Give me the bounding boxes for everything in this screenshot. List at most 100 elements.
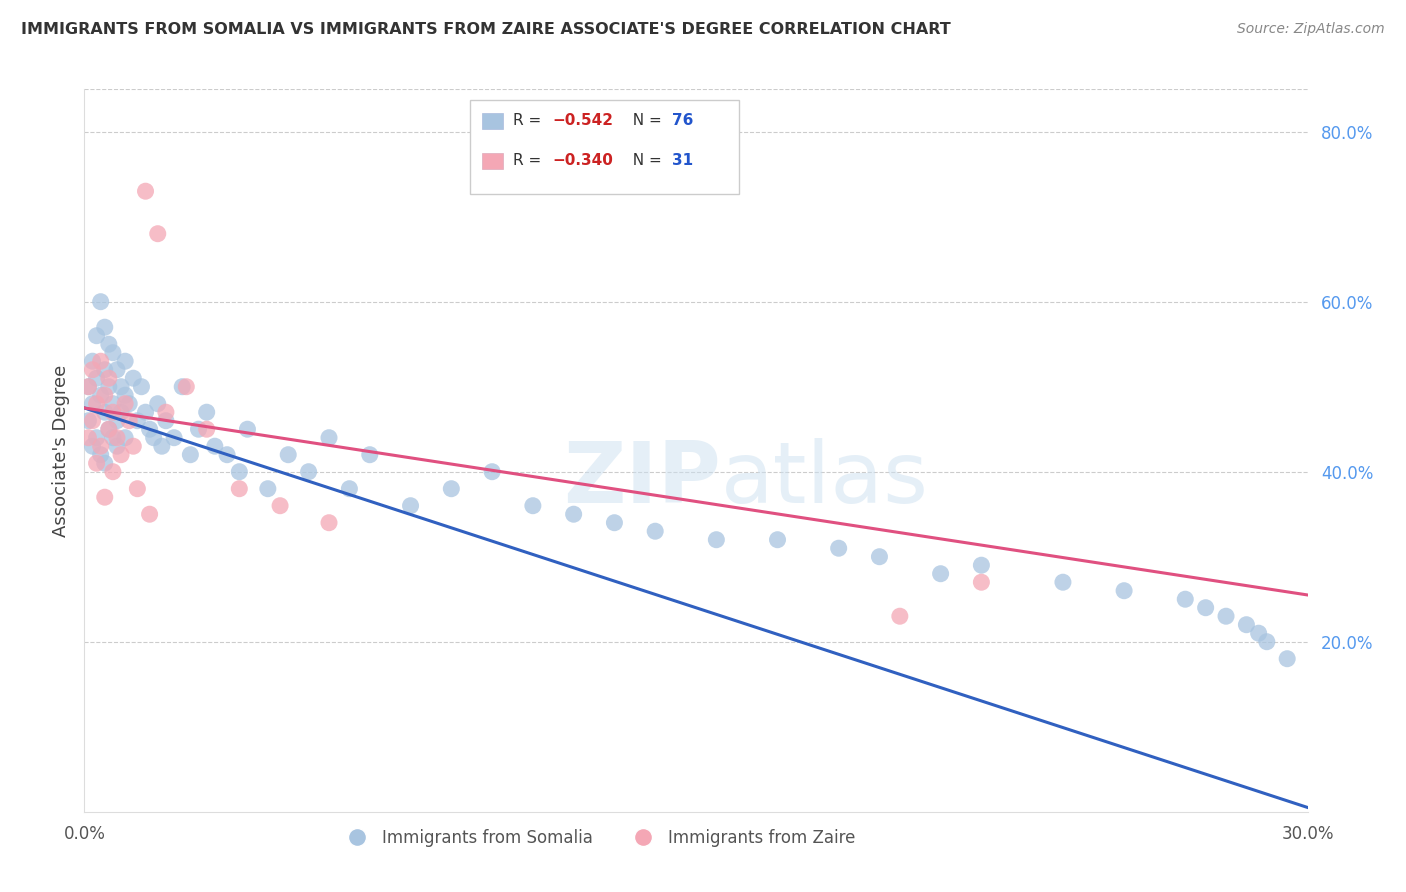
Point bbox=[970, 575, 993, 590]
Text: N =: N = bbox=[623, 153, 666, 169]
Point bbox=[77, 380, 100, 394]
Point bbox=[110, 380, 132, 394]
Point bbox=[277, 448, 299, 462]
Point bbox=[93, 362, 115, 376]
Point bbox=[127, 482, 149, 496]
Point bbox=[155, 414, 177, 428]
Point bbox=[1052, 575, 1074, 590]
Point bbox=[93, 490, 115, 504]
Point bbox=[105, 414, 128, 428]
Point bbox=[97, 371, 120, 385]
Point bbox=[97, 422, 120, 436]
Point bbox=[118, 414, 141, 428]
Y-axis label: Associate's Degree: Associate's Degree bbox=[52, 364, 70, 537]
Point bbox=[766, 533, 789, 547]
Point bbox=[318, 516, 340, 530]
Point bbox=[138, 422, 160, 436]
Point bbox=[114, 388, 136, 402]
Point bbox=[1236, 617, 1258, 632]
Point bbox=[138, 507, 160, 521]
Point bbox=[929, 566, 952, 581]
Point bbox=[1256, 634, 1278, 648]
Point bbox=[257, 482, 280, 496]
Point bbox=[228, 465, 250, 479]
Point bbox=[122, 439, 145, 453]
Point bbox=[1195, 600, 1218, 615]
Point bbox=[105, 431, 128, 445]
Point bbox=[155, 405, 177, 419]
Point bbox=[172, 380, 194, 394]
Point bbox=[90, 439, 112, 453]
Point bbox=[135, 184, 157, 198]
Point bbox=[110, 448, 132, 462]
Point bbox=[82, 354, 104, 368]
Text: ZIP: ZIP bbox=[562, 438, 720, 521]
Point bbox=[706, 533, 728, 547]
Point bbox=[399, 499, 422, 513]
Point bbox=[339, 482, 361, 496]
Point bbox=[90, 388, 112, 402]
Point bbox=[82, 397, 104, 411]
Legend: Immigrants from Somalia, Immigrants from Zaire: Immigrants from Somalia, Immigrants from… bbox=[335, 822, 862, 854]
Point bbox=[101, 431, 124, 445]
Point bbox=[828, 541, 851, 556]
Point bbox=[114, 354, 136, 368]
Point bbox=[110, 405, 132, 419]
Point bbox=[101, 397, 124, 411]
Point bbox=[1174, 592, 1197, 607]
Point bbox=[90, 448, 112, 462]
Point bbox=[131, 380, 153, 394]
Text: IMMIGRANTS FROM SOMALIA VS IMMIGRANTS FROM ZAIRE ASSOCIATE'S DEGREE CORRELATION : IMMIGRANTS FROM SOMALIA VS IMMIGRANTS FR… bbox=[21, 22, 950, 37]
Point bbox=[101, 405, 124, 419]
Point bbox=[970, 558, 993, 573]
Point bbox=[93, 456, 115, 470]
Point bbox=[603, 516, 626, 530]
Text: −0.340: −0.340 bbox=[553, 153, 613, 169]
Point bbox=[97, 380, 120, 394]
Point bbox=[644, 524, 666, 539]
Point bbox=[1215, 609, 1237, 624]
Point bbox=[97, 422, 120, 436]
Point bbox=[93, 388, 115, 402]
Point bbox=[318, 431, 340, 445]
Point bbox=[359, 448, 381, 462]
Point bbox=[97, 337, 120, 351]
Point bbox=[146, 227, 169, 241]
Point bbox=[217, 448, 239, 462]
Point bbox=[174, 380, 197, 394]
Point bbox=[195, 405, 218, 419]
Point bbox=[195, 422, 218, 436]
Text: R =: R = bbox=[513, 153, 547, 169]
Point bbox=[1114, 583, 1136, 598]
Point bbox=[135, 405, 157, 419]
Point bbox=[122, 371, 145, 385]
Point bbox=[86, 328, 108, 343]
Point bbox=[187, 422, 209, 436]
Point bbox=[86, 456, 108, 470]
Text: 76: 76 bbox=[672, 113, 693, 128]
FancyBboxPatch shape bbox=[470, 100, 738, 194]
Point bbox=[236, 422, 259, 436]
FancyBboxPatch shape bbox=[482, 113, 503, 129]
Point bbox=[90, 294, 112, 309]
Point bbox=[86, 431, 108, 445]
Point bbox=[1277, 651, 1299, 665]
Point bbox=[114, 397, 136, 411]
Point bbox=[77, 380, 100, 394]
Text: N =: N = bbox=[623, 113, 666, 128]
Point bbox=[93, 320, 115, 334]
Point bbox=[150, 439, 173, 453]
Point bbox=[93, 405, 115, 419]
Point bbox=[562, 507, 585, 521]
Text: atlas: atlas bbox=[720, 438, 928, 521]
Point bbox=[440, 482, 463, 496]
Text: R =: R = bbox=[513, 113, 547, 128]
Point bbox=[298, 465, 321, 479]
Point bbox=[269, 499, 291, 513]
Point bbox=[869, 549, 891, 564]
FancyBboxPatch shape bbox=[482, 153, 503, 169]
Point bbox=[146, 397, 169, 411]
Point bbox=[127, 414, 149, 428]
Text: Source: ZipAtlas.com: Source: ZipAtlas.com bbox=[1237, 22, 1385, 37]
Point bbox=[86, 397, 108, 411]
